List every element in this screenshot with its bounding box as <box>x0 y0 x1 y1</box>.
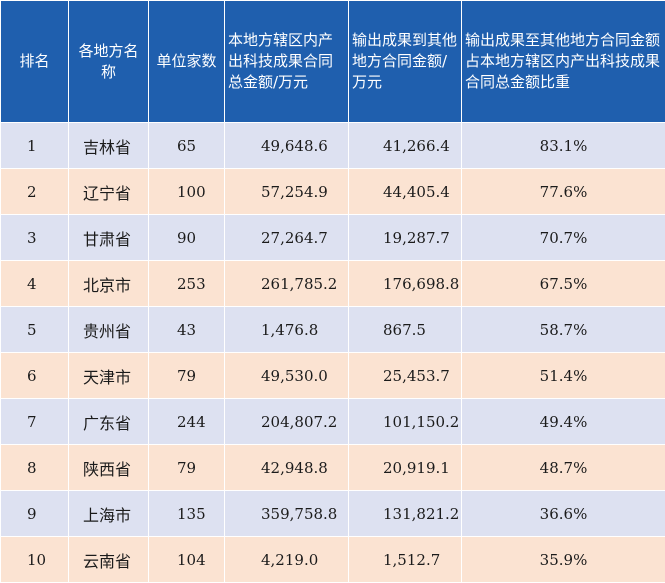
region-cell: 上海市 <box>69 491 149 537</box>
unit-count-cell: 100 <box>149 169 225 215</box>
output-amount-cell: 19,287.7 <box>349 215 462 261</box>
region-cell: 云南省 <box>69 537 149 583</box>
region-cell: 天津市 <box>69 353 149 399</box>
ratio-cell: 35.9% <box>462 537 665 583</box>
rank-cell: 4 <box>1 261 69 307</box>
unit-count-cell: 79 <box>149 353 225 399</box>
ratio-cell: 70.7% <box>462 215 665 261</box>
unit-count-cell: 65 <box>149 123 225 169</box>
output-amount-cell: 41,266.4 <box>349 123 462 169</box>
unit-count-cell: 79 <box>149 445 225 491</box>
ratio-cell: 51.4% <box>462 353 665 399</box>
ratio-cell: 67.5% <box>462 261 665 307</box>
output-amount-cell: 176,698.8 <box>349 261 462 307</box>
header-output-amount: 输出成果到其他地方合同金额/万元 <box>349 1 462 123</box>
total-amount-cell: 42,948.8 <box>225 445 349 491</box>
rank-cell: 2 <box>1 169 69 215</box>
region-cell: 陕西省 <box>69 445 149 491</box>
rank-cell: 1 <box>1 123 69 169</box>
rank-cell: 7 <box>1 399 69 445</box>
region-cell: 贵州省 <box>69 307 149 353</box>
output-amount-cell: 101,150.2 <box>349 399 462 445</box>
total-amount-cell: 359,758.8 <box>225 491 349 537</box>
table-header: 排名 各地方名称 单位家数 本地方辖区内产出科技成果合同总金额/万元 输出成果到… <box>1 1 665 123</box>
region-cell: 北京市 <box>69 261 149 307</box>
unit-count-cell: 244 <box>149 399 225 445</box>
header-rank: 排名 <box>1 1 69 123</box>
total-amount-cell: 261,785.2 <box>225 261 349 307</box>
total-amount-cell: 49,648.6 <box>225 123 349 169</box>
ratio-cell: 49.4% <box>462 399 665 445</box>
output-amount-cell: 25,453.7 <box>349 353 462 399</box>
header-row: 排名 各地方名称 单位家数 本地方辖区内产出科技成果合同总金额/万元 输出成果到… <box>1 1 665 123</box>
rank-cell: 10 <box>1 537 69 583</box>
header-unit-count: 单位家数 <box>149 1 225 123</box>
total-amount-cell: 57,254.9 <box>225 169 349 215</box>
rank-cell: 8 <box>1 445 69 491</box>
total-amount-cell: 27,264.7 <box>225 215 349 261</box>
total-amount-cell: 1,476.8 <box>225 307 349 353</box>
total-amount-cell: 4,219.0 <box>225 537 349 583</box>
rank-cell: 5 <box>1 307 69 353</box>
output-amount-cell: 867.5 <box>349 307 462 353</box>
header-region: 各地方名称 <box>69 1 149 123</box>
ratio-cell: 36.6% <box>462 491 665 537</box>
unit-count-cell: 90 <box>149 215 225 261</box>
region-cell: 广东省 <box>69 399 149 445</box>
header-ratio: 输出成果至其他地方合同金额占本地方辖区内产出科技成果合同总金额比重 <box>462 1 665 123</box>
output-amount-cell: 1,512.7 <box>349 537 462 583</box>
total-amount-cell: 204,807.2 <box>225 399 349 445</box>
rank-cell: 3 <box>1 215 69 261</box>
header-total-amount: 本地方辖区内产出科技成果合同总金额/万元 <box>225 1 349 123</box>
region-cell: 甘肃省 <box>69 215 149 261</box>
output-amount-cell: 20,919.1 <box>349 445 462 491</box>
unit-count-cell: 104 <box>149 537 225 583</box>
rank-cell: 6 <box>1 353 69 399</box>
output-amount-cell: 44,405.4 <box>349 169 462 215</box>
output-amount-cell: 131,821.2 <box>349 491 462 537</box>
ratio-cell: 83.1% <box>462 123 665 169</box>
ratio-cell: 58.7% <box>462 307 665 353</box>
total-amount-cell: 49,530.0 <box>225 353 349 399</box>
rank-cell: 9 <box>1 491 69 537</box>
unit-count-cell: 43 <box>149 307 225 353</box>
region-cell: 吉林省 <box>69 123 149 169</box>
ratio-cell: 48.7% <box>462 445 665 491</box>
ratio-cell: 77.6% <box>462 169 665 215</box>
unit-count-cell: 135 <box>149 491 225 537</box>
region-cell: 辽宁省 <box>69 169 149 215</box>
unit-count-cell: 253 <box>149 261 225 307</box>
